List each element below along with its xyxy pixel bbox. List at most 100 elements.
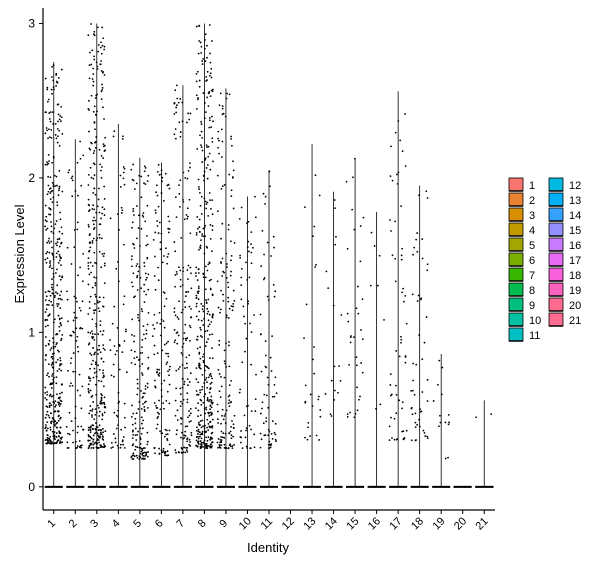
data-point [46, 485, 49, 488]
data-point [136, 393, 139, 396]
data-point [162, 320, 165, 323]
data-point [51, 361, 54, 364]
data-point [267, 383, 270, 386]
data-point [197, 268, 200, 270]
data-point [50, 441, 52, 443]
data-point [204, 424, 206, 427]
legend-item-2: 2 [508, 192, 535, 207]
data-point [197, 97, 199, 99]
data-point [210, 375, 213, 378]
data-point [260, 370, 263, 373]
data-point [139, 456, 142, 459]
data-point [90, 176, 93, 179]
data-point [55, 376, 58, 378]
data-point [370, 231, 373, 234]
data-point [224, 422, 227, 424]
data-point [79, 394, 82, 397]
data-point [184, 430, 187, 433]
data-point [168, 429, 171, 432]
data-point [369, 284, 372, 287]
data-point [95, 446, 98, 449]
data-point [97, 198, 100, 201]
data-point [189, 339, 191, 342]
data-point [166, 390, 169, 393]
data-point [181, 354, 184, 356]
data-point [60, 324, 63, 327]
data-point [97, 485, 100, 488]
data-point [50, 221, 52, 223]
data-point [97, 187, 100, 190]
data-point [200, 403, 203, 406]
data-point [53, 402, 56, 405]
data-point [202, 272, 205, 275]
data-point [231, 420, 233, 422]
data-point [325, 270, 328, 273]
data-point [448, 421, 451, 424]
data-point [66, 246, 69, 249]
data-point [141, 374, 144, 376]
data-point [220, 436, 223, 438]
data-point [228, 173, 231, 176]
data-point [267, 428, 270, 431]
data-point [46, 410, 49, 413]
data-point [396, 182, 399, 185]
data-point [58, 275, 61, 277]
data-point [200, 121, 203, 123]
data-point [206, 386, 209, 389]
data-point [144, 337, 147, 340]
data-point [82, 154, 85, 157]
data-point [447, 485, 450, 488]
data-point [245, 445, 248, 448]
data-point [188, 354, 191, 357]
data-point [198, 431, 201, 434]
data-point [204, 345, 207, 347]
data-point [102, 296, 105, 299]
data-point [444, 457, 447, 460]
data-point [447, 423, 450, 426]
data-point [160, 232, 163, 235]
data-point [410, 406, 413, 409]
data-point [209, 398, 211, 401]
data-point [98, 410, 101, 413]
data-point [210, 401, 213, 403]
data-point [60, 241, 63, 244]
data-point [184, 337, 187, 340]
data-point [59, 307, 62, 309]
data-point [246, 246, 249, 248]
data-point [57, 397, 60, 400]
data-point [71, 195, 74, 198]
data-point [110, 374, 113, 377]
violin-group-3: 3 [87, 23, 107, 530]
data-point [91, 242, 94, 244]
data-point [240, 206, 243, 209]
data-point [208, 74, 211, 77]
data-point [195, 485, 198, 488]
data-point [198, 40, 201, 42]
violin-group-4: 4 [109, 123, 128, 530]
data-point [200, 433, 203, 436]
data-point [206, 96, 209, 99]
data-point [227, 317, 230, 319]
data-point [306, 485, 309, 488]
data-point [195, 338, 198, 341]
data-point [165, 363, 168, 365]
data-point [182, 451, 185, 454]
data-point [59, 418, 61, 420]
data-point [162, 200, 165, 202]
data-point [244, 322, 247, 325]
data-point [89, 148, 92, 151]
data-point [44, 426, 47, 428]
data-point [90, 443, 92, 446]
data-point [50, 422, 53, 425]
data-point [49, 383, 52, 386]
data-point [56, 292, 59, 295]
data-point [411, 413, 414, 416]
data-point [57, 297, 60, 300]
data-point [190, 420, 192, 422]
data-point [178, 184, 180, 187]
data-point [130, 349, 133, 352]
data-point [69, 334, 72, 337]
data-point [197, 318, 200, 321]
data-point [210, 437, 213, 440]
data-point [58, 259, 61, 262]
